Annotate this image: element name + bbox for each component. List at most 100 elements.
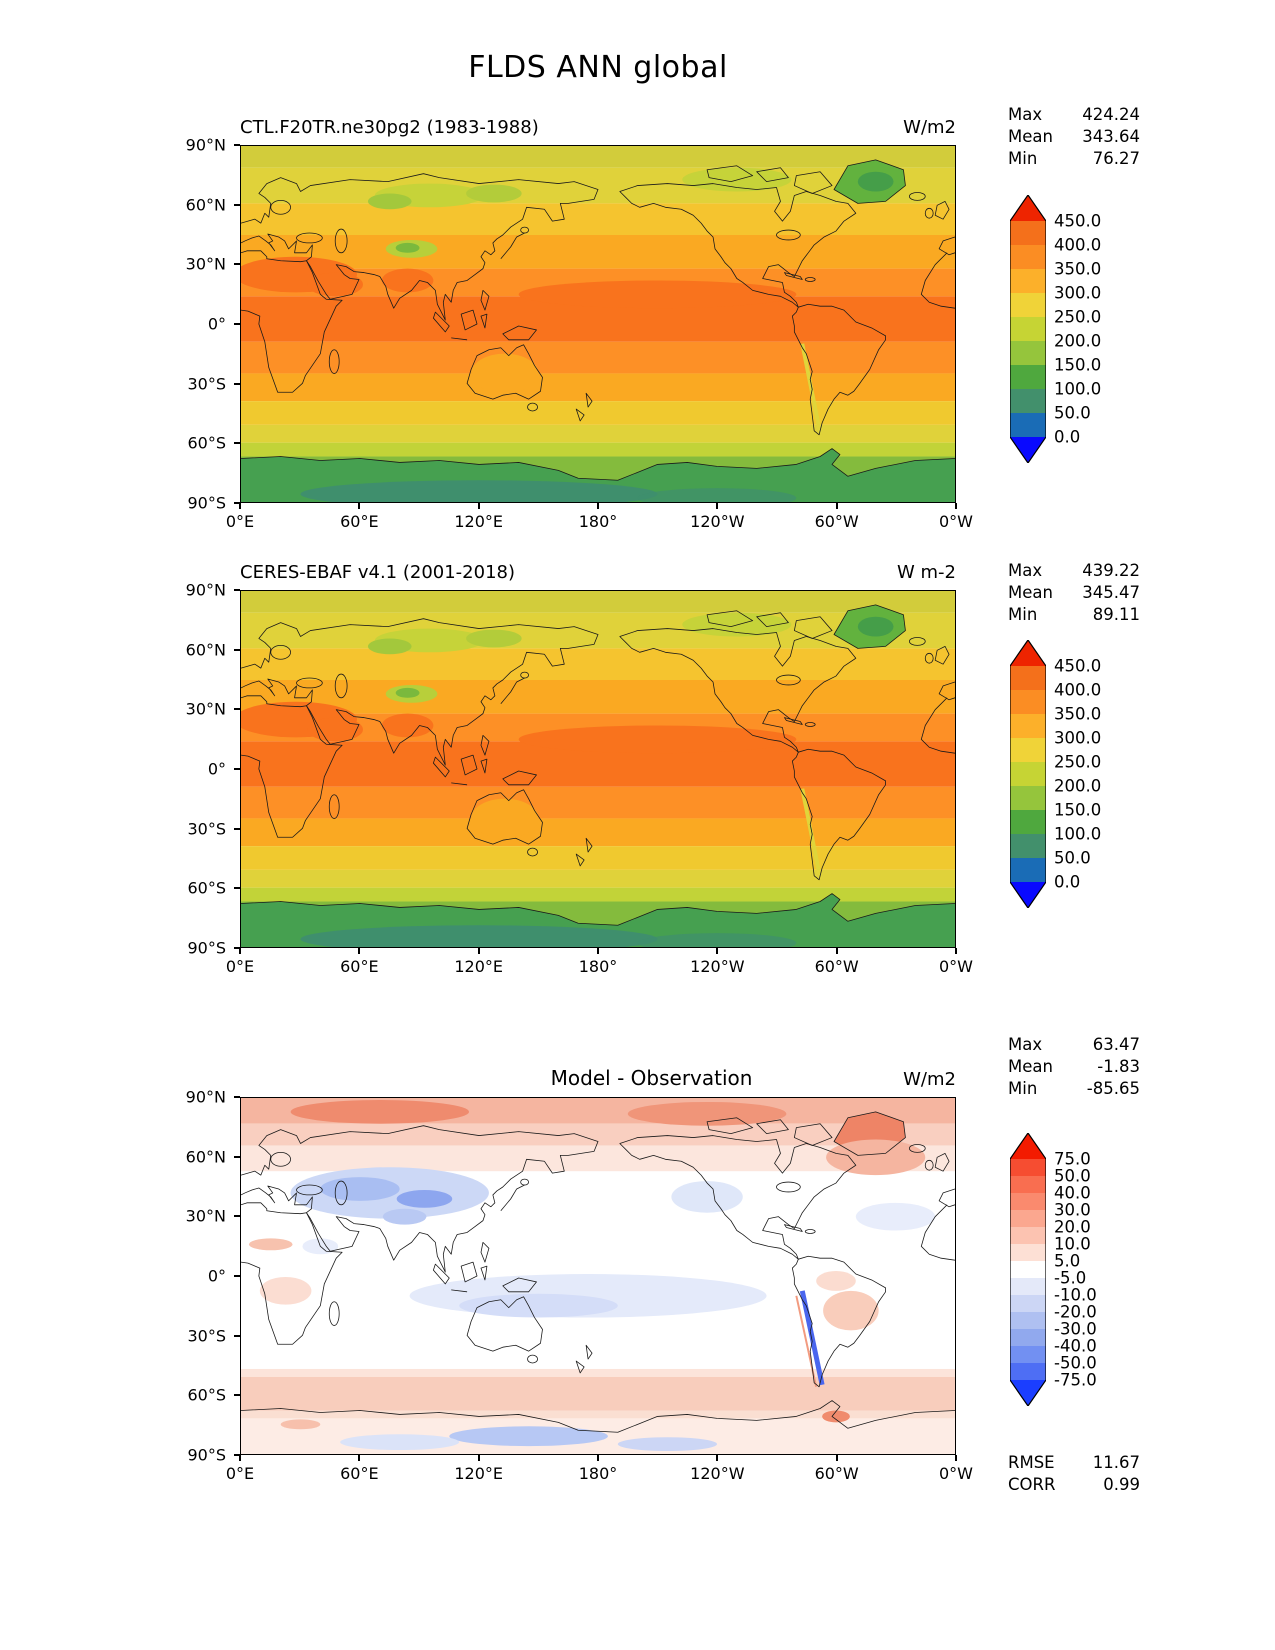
colorbar-tick-label: 300.0 bbox=[1054, 283, 1102, 303]
panel-diff-metrics: RMSE 11.67 CORR 0.99 bbox=[1008, 1452, 1140, 1496]
tick-mark bbox=[234, 947, 240, 949]
panel-model-title: CTL.F20TR.ne30pg2 (1983-1988) bbox=[240, 117, 539, 138]
panel-obs-header: CERES-EBAF v4.1 (2001-2018) W m-2 bbox=[240, 557, 956, 583]
lon-tick-label: 0°E bbox=[225, 957, 255, 976]
panel-model-header: CTL.F20TR.ne30pg2 (1983-1988) W/m2 bbox=[240, 112, 956, 138]
panel-diff-stats: Max 63.47 Mean -1.83 Min -85.65 bbox=[1008, 1034, 1140, 1100]
colorbar-tick-label: 75.0 bbox=[1054, 1149, 1091, 1169]
panel-obs-lat-axis: 90°N 60°N 30°N 0° 30°S 60°S 90°S bbox=[152, 581, 240, 958]
lat-tick-label: 90°S bbox=[187, 938, 226, 958]
lat-tick-label: 30°S bbox=[187, 819, 226, 839]
lon-tick-label: 60°W bbox=[814, 957, 859, 976]
lon-tick-label: 60°E bbox=[340, 512, 379, 531]
colorbar-tick-label: -10.0 bbox=[1054, 1285, 1097, 1305]
tick-mark bbox=[234, 827, 240, 830]
lat-tick-label: 60°S bbox=[187, 878, 226, 898]
panel-obs-title: CERES-EBAF v4.1 (2001-2018) bbox=[240, 562, 516, 583]
lon-tick-label: 120°W bbox=[690, 512, 745, 531]
tick-mark bbox=[234, 203, 240, 206]
colorbar-tick-label: 350.0 bbox=[1054, 704, 1102, 724]
tick-mark bbox=[234, 144, 240, 146]
colorbar-tick-label: 40.0 bbox=[1054, 1183, 1091, 1203]
lat-tick-label: 30°S bbox=[187, 374, 226, 394]
lat-tick-label: 90°N bbox=[185, 135, 226, 155]
tick-mark bbox=[234, 1215, 240, 1218]
stat-min: Min 89.11 bbox=[1008, 605, 1140, 624]
panel-diff-lat-axis: 90°N 60°N 30°N 0° 30°S 60°S 90°S bbox=[152, 1088, 240, 1465]
tick-mark bbox=[358, 948, 361, 954]
colorbar-tick-label: 300.0 bbox=[1054, 728, 1102, 748]
tick-mark bbox=[955, 503, 957, 509]
tick-mark bbox=[234, 323, 240, 325]
tick-mark bbox=[234, 768, 240, 770]
tick-mark bbox=[234, 1155, 240, 1158]
tick-mark bbox=[234, 648, 240, 651]
tick-mark bbox=[234, 1275, 240, 1277]
colorbar-tick-label: 200.0 bbox=[1054, 331, 1102, 351]
colorbar-tick-label: -50.0 bbox=[1054, 1353, 1097, 1373]
colorbar-tick-label: 400.0 bbox=[1054, 680, 1102, 700]
panel-model-colorbar: 450.0 400.0 350.0 300.0 250.0 200.0 150.0 100.0… bbox=[1009, 194, 1101, 467]
colorbar-tick-label: -20.0 bbox=[1054, 1302, 1097, 1322]
tick-mark bbox=[234, 589, 240, 591]
colorbar-tick-label: -5.0 bbox=[1054, 1268, 1087, 1288]
tick-mark bbox=[234, 1394, 240, 1397]
panel-obs-map bbox=[240, 590, 956, 948]
lat-tick-label: 0° bbox=[207, 1266, 226, 1286]
panel-model-stats: Max 424.24 Mean 343.64 Min 76.27 bbox=[1008, 104, 1140, 170]
tick-mark bbox=[597, 948, 599, 954]
tick-mark bbox=[234, 263, 240, 266]
colorbar-tick-label: 0.0 bbox=[1054, 427, 1081, 447]
colorbar-tick-label: 30.0 bbox=[1054, 1200, 1091, 1220]
tick-mark bbox=[234, 708, 240, 711]
lon-tick-label: 60°E bbox=[340, 1464, 379, 1483]
lon-tick-label: 180° bbox=[578, 1464, 618, 1483]
panel-model-map bbox=[240, 145, 956, 503]
lon-tick-label: 0°E bbox=[225, 1464, 255, 1483]
tick-mark bbox=[234, 887, 240, 890]
figure-title: FLDS ANN global bbox=[468, 50, 728, 85]
lat-tick-label: 0° bbox=[207, 759, 226, 779]
colorbar-tick-label: 0.0 bbox=[1054, 872, 1081, 892]
colorbar-tick-label: 400.0 bbox=[1054, 235, 1102, 255]
tick-mark bbox=[835, 503, 838, 509]
tick-mark bbox=[955, 1455, 957, 1461]
tick-mark bbox=[835, 1455, 838, 1461]
tick-mark bbox=[239, 503, 241, 509]
lon-tick-label: 120°E bbox=[454, 1464, 503, 1483]
colorbar-tick-label: 100.0 bbox=[1054, 824, 1102, 844]
lon-tick-label: 0°W bbox=[939, 1464, 973, 1483]
tick-mark bbox=[597, 503, 599, 509]
tick-mark bbox=[234, 1096, 240, 1098]
world-map-contours bbox=[241, 591, 955, 947]
colorbar-tick-label: 200.0 bbox=[1054, 776, 1102, 796]
tick-mark bbox=[234, 1454, 240, 1456]
stat-max: Max 63.47 bbox=[1008, 1035, 1140, 1054]
lat-tick-label: 30°N bbox=[185, 254, 226, 274]
lat-tick-label: 90°N bbox=[185, 580, 226, 600]
colorbar-tick-label: -75.0 bbox=[1054, 1370, 1097, 1390]
lat-tick-label: 60°S bbox=[187, 433, 226, 453]
lon-tick-label: 0°W bbox=[939, 957, 973, 976]
tick-mark bbox=[477, 948, 480, 954]
colorbar-tick-label: 150.0 bbox=[1054, 355, 1102, 375]
panel-model-lat-axis: 90°N 60°N 30°N 0° 30°S 60°S 90°S bbox=[152, 136, 240, 513]
colorbar-tick-label: 250.0 bbox=[1054, 752, 1102, 772]
world-map-difference bbox=[241, 1098, 955, 1454]
colorbar-tick-label: 450.0 bbox=[1054, 211, 1102, 231]
stat-rmse: RMSE 11.67 bbox=[1008, 1453, 1140, 1472]
tick-mark bbox=[234, 442, 240, 445]
tick-mark bbox=[234, 382, 240, 385]
stat-min: Min 76.27 bbox=[1008, 149, 1140, 168]
panel-model-lon-axis: 0°E 60°E 120°E 180° 120°W 60°W 0°W bbox=[226, 503, 973, 535]
tick-mark bbox=[716, 948, 719, 954]
panel-model-units: W/m2 bbox=[903, 117, 956, 138]
panel-diff-map bbox=[240, 1097, 956, 1455]
lat-tick-label: 30°N bbox=[185, 699, 226, 719]
panel-obs-units: W m-2 bbox=[896, 562, 956, 583]
lat-tick-label: 30°N bbox=[185, 1206, 226, 1226]
panel-diff-header: Model - Observation W/m2 bbox=[240, 1062, 956, 1090]
lon-tick-label: 120°W bbox=[690, 1464, 745, 1483]
colorbar-tick-label: -30.0 bbox=[1054, 1319, 1097, 1339]
panel-obs-stats: Max 439.22 Mean 345.47 Min 89.11 bbox=[1008, 560, 1140, 626]
